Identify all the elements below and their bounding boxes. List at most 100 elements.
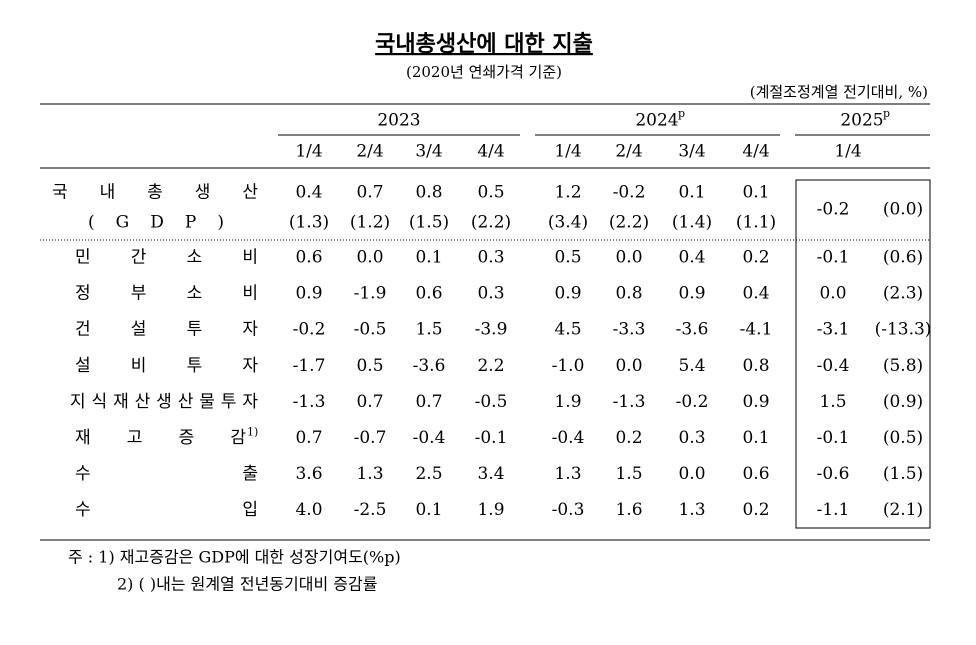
cell: (0.0)	[883, 200, 923, 220]
highlight-box	[795, 179, 931, 529]
row-label: 정 부 소 비	[75, 284, 258, 304]
cell: (0.6)	[883, 248, 923, 268]
cell: -3.9	[475, 320, 508, 340]
year-header: 2024	[635, 111, 678, 131]
cell: 0.7	[356, 392, 383, 412]
cell: -1.9	[354, 284, 387, 304]
cell: (1.3)	[289, 213, 329, 233]
cell: 0.9	[295, 284, 322, 304]
quarter-header: 4/4	[477, 142, 504, 162]
cell: 0.1	[742, 428, 769, 448]
cell: 0.4	[295, 183, 322, 203]
row-label: 민 간 소 비	[75, 248, 258, 268]
cell: 1.6	[615, 500, 642, 520]
cell: -3.6	[413, 356, 446, 376]
cell: 0.5	[477, 183, 504, 203]
cell: 1.3	[678, 500, 705, 520]
cell: 4.5	[554, 320, 581, 340]
cell: -0.2	[676, 392, 709, 412]
year-superscript: p	[883, 107, 890, 120]
cell: 0.6	[742, 464, 769, 484]
cell: -3.1	[817, 320, 850, 340]
cell: 1.9	[554, 392, 581, 412]
cell: -0.3	[552, 500, 585, 520]
cell: 0.1	[742, 183, 769, 203]
row-label: 설 비 투 자	[75, 356, 258, 376]
quarter-header: 1/4	[834, 142, 861, 162]
cell: (5.8)	[883, 356, 923, 376]
cell: 0.0	[615, 248, 642, 268]
year-header: 2023	[377, 111, 420, 131]
cell: -1.0	[552, 356, 585, 376]
cell: (3.4)	[548, 213, 588, 233]
cell: -4.1	[740, 320, 773, 340]
cell: 0.7	[356, 183, 383, 203]
row-label: 건 설 투 자	[75, 320, 258, 340]
quarter-header: 2/4	[615, 142, 642, 162]
cell: 0.6	[295, 248, 322, 268]
cell: 1.5	[615, 464, 642, 484]
cell: 0.2	[742, 500, 769, 520]
cell: 0.2	[615, 428, 642, 448]
cell: 1.5	[415, 320, 442, 340]
cell: 0.3	[678, 428, 705, 448]
cell: 0.7	[295, 428, 322, 448]
cell: -3.6	[676, 320, 709, 340]
cell: -0.7	[354, 428, 387, 448]
quarter-header: 1/4	[295, 142, 322, 162]
cell: (1.4)	[672, 213, 712, 233]
cell: 0.4	[678, 248, 705, 268]
subtitle: (2020년 연쇄가격 기준)	[406, 63, 562, 81]
row-label: ( G D P )	[88, 213, 224, 233]
cell: 0.3	[477, 248, 504, 268]
cell: -0.5	[354, 320, 387, 340]
cell: 0.0	[615, 356, 642, 376]
footnote: 2) ( )내는 원계열 전년동기대비 증감률	[117, 575, 377, 594]
cell: (2.3)	[883, 284, 923, 304]
title: 국내총생산에 대한 지출	[375, 31, 593, 57]
year-header: 2025	[840, 111, 883, 131]
label-superscript: 1)	[247, 426, 258, 439]
cell: -0.2	[293, 320, 326, 340]
cell: (0.9)	[883, 392, 923, 412]
cell: 0.4	[742, 284, 769, 304]
cell: 0.6	[415, 284, 442, 304]
cell: 1.3	[356, 464, 383, 484]
footnote: 주 : 1) 재고증감은 GDP에 대한 성장기여도(%p)	[68, 548, 401, 567]
cell: (1.1)	[736, 213, 776, 233]
cell: 0.7	[415, 392, 442, 412]
cell: 0.9	[678, 284, 705, 304]
row-label: 국 내 총 생 산	[52, 183, 258, 203]
cell: 0.2	[742, 248, 769, 268]
cell: 1.3	[554, 464, 581, 484]
cell: 0.5	[554, 248, 581, 268]
row-label: 수 입	[75, 500, 258, 520]
cell: 3.4	[477, 464, 504, 484]
cell: -0.4	[413, 428, 446, 448]
cell: 2.2	[477, 356, 504, 376]
quarter-header: 1/4	[554, 142, 581, 162]
cell: 0.0	[819, 284, 846, 304]
cell: 0.3	[477, 284, 504, 304]
cell: 0.1	[415, 500, 442, 520]
quarter-header: 2/4	[356, 142, 383, 162]
cell: (1.5)	[409, 213, 449, 233]
cell: (-13.3)	[875, 320, 932, 340]
cell: (0.5)	[883, 428, 923, 448]
cell: -0.6	[817, 464, 850, 484]
cell: (2.2)	[609, 213, 649, 233]
cell: 0.8	[415, 183, 442, 203]
cell: 0.8	[615, 284, 642, 304]
cell: -0.2	[613, 183, 646, 203]
cell: -0.4	[817, 356, 850, 376]
cell: -1.1	[817, 500, 850, 520]
quarter-header: 3/4	[678, 142, 705, 162]
cell: -0.5	[475, 392, 508, 412]
cell: 1.5	[819, 392, 846, 412]
cell: -0.1	[817, 248, 850, 268]
cell: (2.2)	[471, 213, 511, 233]
cell: 0.9	[554, 284, 581, 304]
quarter-header: 3/4	[415, 142, 442, 162]
unit-note: (계절조정계열 전기대비, %)	[750, 83, 928, 101]
